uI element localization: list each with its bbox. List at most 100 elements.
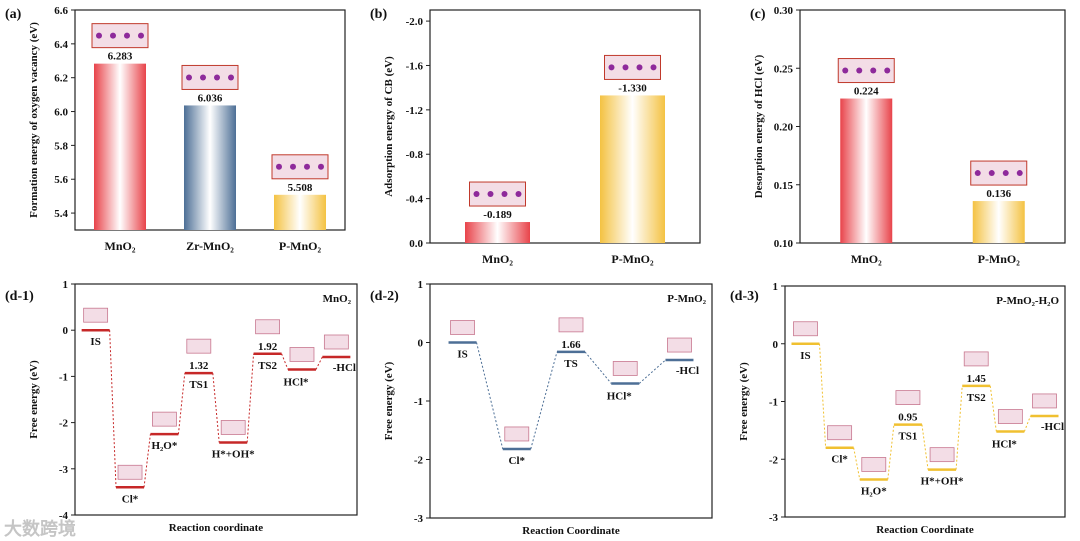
y-tick-label: -3 [769, 512, 779, 524]
x-tick-label: MnO₂ [105, 239, 136, 253]
connector-line [143, 434, 151, 488]
structure-model-icon [504, 426, 530, 442]
state-label: IS [800, 350, 810, 362]
y-tick-label: -0.8 [406, 149, 424, 161]
barrier-label: 1.66 [561, 339, 581, 351]
state-label: H₂O* [151, 440, 177, 452]
y-tick-label: 6.4 [54, 39, 68, 51]
structure-model-icon [289, 347, 315, 362]
mn-atom-icon [318, 163, 324, 170]
bar-P-MnO2 [600, 95, 665, 243]
connector-line [177, 373, 186, 435]
mn-atom-icon [214, 74, 220, 81]
y-tick-label: 0.20 [774, 122, 794, 134]
mn-atom-icon [186, 74, 192, 81]
x-tick-label: P-MnO₂ [611, 252, 654, 266]
mn-atom-icon [110, 32, 116, 39]
y-tick-label: 1 [63, 279, 69, 291]
state-label: Cl* [509, 455, 526, 467]
mn-atom-icon [228, 74, 234, 81]
y-tick-label: -2.0 [406, 16, 424, 28]
bar-value-label: 0.136 [986, 188, 1011, 200]
y-tick-label: 0.15 [774, 180, 794, 192]
structure-model-icon [450, 320, 475, 335]
structure-model-icon [929, 447, 955, 463]
bar-Zr-MnO2 [184, 105, 236, 230]
mn-atom-icon [988, 170, 995, 177]
connector-line [818, 343, 827, 448]
mn-atom-icon [96, 32, 102, 39]
connector-line [853, 447, 861, 480]
y-tick-label: -3 [59, 464, 69, 476]
y-tick-label: 0 [773, 339, 779, 351]
state-label: H*+OH* [921, 476, 964, 488]
structure-model-icon [963, 351, 989, 367]
y-tick-label: 6.2 [54, 73, 68, 85]
mn-atom-icon [636, 64, 643, 71]
mn-atom-icon [473, 191, 480, 198]
state-label: TS [564, 358, 577, 370]
bar-value-label: 5.508 [288, 182, 313, 194]
y-tick-label: 5.8 [54, 140, 68, 152]
state-label: HCl* [992, 439, 1018, 451]
y-tick-label: 1 [418, 279, 424, 291]
mn-atom-icon [870, 67, 877, 74]
bar-P-MnO2 [274, 194, 326, 230]
x-axis-label: Reaction coordinate [169, 522, 264, 534]
connector-line [109, 330, 117, 488]
connector-line [530, 351, 558, 450]
y-tick-label: -4 [59, 510, 69, 522]
y-tick-label: -1.6 [406, 60, 424, 72]
bar-P-MnO2 [972, 201, 1025, 243]
panel-label-c: (c) [750, 7, 766, 22]
state-label: IS [457, 349, 467, 361]
y-tick-label: -1 [414, 396, 423, 408]
structure-model-icon [612, 361, 638, 376]
connector-line [246, 353, 255, 443]
state-label: TS1 [189, 379, 208, 391]
mn-atom-icon [1002, 170, 1009, 177]
state-label: -HCl [1041, 421, 1064, 433]
panel-label-d1: (d-1) [5, 289, 34, 304]
bar-MnO2 [840, 98, 893, 243]
state-label: TS2 [967, 392, 986, 404]
axes-frame-c [799, 9, 1066, 244]
y-axis-label: Formation energy of oxygen vacancy (eV) [28, 22, 40, 218]
state-label: H*+OH* [212, 448, 255, 460]
mn-atom-icon [276, 163, 282, 170]
y-tick-label: -1 [59, 371, 68, 383]
mn-atom-icon [650, 64, 657, 71]
structure-model-icon [152, 411, 177, 427]
connector-line [921, 424, 929, 470]
structure-model-icon [793, 321, 818, 337]
connector-line [212, 373, 220, 443]
connector-line [584, 351, 612, 384]
x-axis-label: Reaction Coordinate [876, 524, 974, 536]
state-label: HCl* [607, 390, 633, 402]
state-label: H₂O* [861, 485, 887, 497]
x-axis-label: Reaction Coordinate [522, 525, 620, 537]
y-axis-label: Free energy (eV) [738, 362, 750, 441]
structure-model-icon [186, 338, 212, 354]
y-tick-label: 5.6 [54, 174, 68, 186]
barrier-label: 0.95 [898, 412, 918, 424]
structure-model-icon [827, 425, 853, 441]
panel-label-d3: (d-3) [730, 289, 759, 304]
connector-line [955, 385, 963, 470]
axes-frame-b [429, 9, 701, 244]
structure-model-icon [83, 307, 109, 323]
state-label: Cl* [831, 454, 848, 466]
y-axis-label: Adsorption energy of CB (eV) [383, 56, 395, 197]
connector-line [1023, 415, 1031, 432]
mn-atom-icon [138, 32, 144, 39]
y-tick-label: 0 [63, 325, 69, 337]
mn-atom-icon [200, 74, 206, 81]
mn-atom-icon [1016, 170, 1023, 177]
y-axis-label: Free energy (eV) [383, 361, 395, 440]
panel-label-d2: (d-2) [370, 289, 399, 304]
mn-atom-icon [974, 170, 981, 177]
structure-model-icon [861, 457, 887, 472]
bar-value-label: 6.036 [198, 92, 223, 104]
bar-value-label: 0.224 [854, 86, 879, 98]
y-tick-label: -1.2 [406, 105, 424, 117]
